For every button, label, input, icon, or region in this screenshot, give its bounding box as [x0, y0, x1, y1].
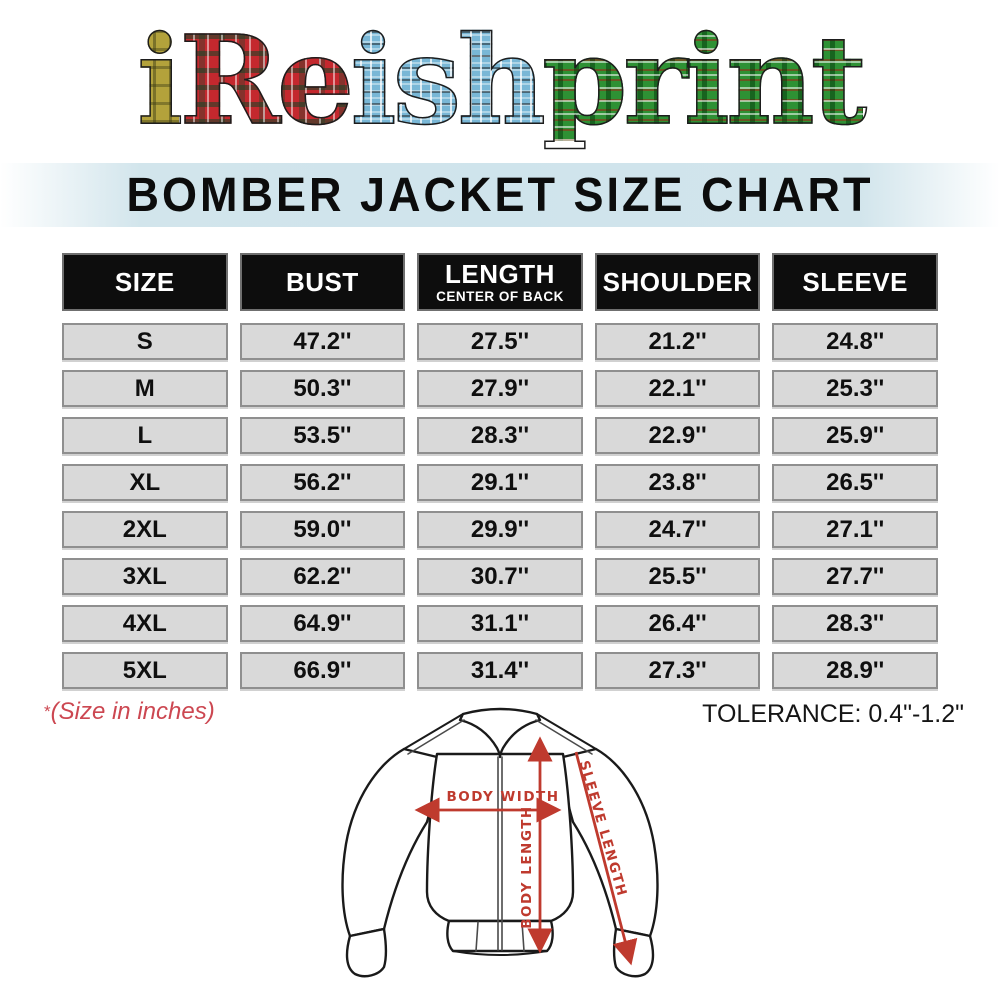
value-cell: 50.3''	[239, 370, 406, 407]
collar	[458, 707, 542, 759]
size-cell: 4XL	[62, 605, 228, 642]
table-header-row: SIZE BUST LENGTH CENTER OF BACK SHOULDER…	[62, 253, 938, 311]
table-row: XL 56.2'' 29.1'' 23.8'' 26.5''	[62, 464, 938, 501]
left-shoulder-seam	[403, 713, 464, 750]
value-cell: 31.1''	[417, 605, 583, 642]
size-cell: S	[62, 323, 228, 360]
title-band: BOMBER JACKET SIZE CHART	[0, 163, 1000, 227]
value-cell: 27.3''	[594, 652, 761, 689]
table-row: 4XL 64.9'' 31.1'' 26.4'' 28.3''	[62, 605, 938, 642]
value-cell: 27.1''	[772, 511, 938, 548]
table-row: 5XL 66.9'' 31.4'' 27.3'' 28.9''	[62, 652, 938, 689]
value-cell: 22.1''	[594, 370, 761, 407]
size-cell: M	[62, 370, 228, 407]
header-size: SIZE	[62, 253, 228, 311]
value-cell: 25.9''	[772, 417, 938, 454]
body-length-label: BODY LENGTH	[519, 805, 535, 928]
right-cuff	[612, 927, 655, 978]
value-cell: 66.9''	[239, 652, 406, 689]
header-sleeve: SLEEVE	[772, 253, 938, 311]
sleeve-length-arrow	[574, 751, 638, 966]
value-cell: 27.7''	[772, 558, 938, 595]
size-cell: 2XL	[62, 511, 228, 548]
value-cell: 24.7''	[594, 511, 761, 548]
size-cell: 5XL	[62, 652, 228, 689]
right-shoulder-seam-inner	[535, 719, 593, 755]
left-sleeve	[341, 747, 440, 938]
jacket-measurement-diagram: BODY WIDTH BODY LENGTH SLEEVE LENGTH	[300, 702, 700, 1000]
value-cell: 28.3''	[772, 605, 938, 642]
value-cell: 21.2''	[594, 323, 761, 360]
size-note-text: (Size in inches)	[50, 698, 215, 725]
value-cell: 28.9''	[772, 652, 938, 689]
value-cell: 25.3''	[772, 370, 938, 407]
waistband-rib	[475, 921, 479, 952]
tolerance-note: TOLERANCE: 0.4"-1.2"	[702, 700, 964, 728]
size-cell: L	[62, 417, 228, 454]
page-title: BOMBER JACKET SIZE CHART	[126, 166, 874, 222]
value-cell: 53.5''	[239, 417, 406, 454]
size-cell: XL	[62, 464, 228, 501]
value-cell: 26.4''	[594, 605, 761, 642]
logo-segment-red: Re	[179, 8, 356, 152]
value-cell: 24.8''	[772, 323, 938, 360]
body-width-label: BODY WIDTH	[446, 789, 559, 805]
header-shoulder: SHOULDER	[594, 253, 761, 311]
value-cell: 56.2''	[239, 464, 406, 501]
size-cell: 3XL	[62, 558, 228, 595]
waistband	[446, 919, 554, 953]
waistband-rib	[521, 921, 525, 952]
asterisk: *	[44, 702, 51, 721]
value-cell: 64.9''	[239, 605, 406, 642]
value-cell: 27.5''	[417, 323, 583, 360]
table-row: L 53.5'' 28.3'' 22.9'' 25.9''	[62, 417, 938, 454]
value-cell: 31.4''	[417, 652, 583, 689]
table-row: S 47.2'' 27.5'' 21.2'' 24.8''	[62, 323, 938, 360]
value-cell: 27.9''	[417, 370, 583, 407]
value-cell: 23.8''	[594, 464, 761, 501]
header-bust: BUST	[239, 253, 406, 311]
header-length: LENGTH CENTER OF BACK	[417, 253, 583, 311]
logo-segment-gold: i	[136, 8, 184, 152]
size-chart-table: SIZE BUST LENGTH CENTER OF BACK SHOULDER…	[62, 253, 938, 699]
value-cell: 26.5''	[772, 464, 938, 501]
value-cell: 25.5''	[594, 558, 761, 595]
left-cuff	[345, 927, 388, 978]
value-cell: 30.7''	[417, 558, 583, 595]
brand-logo: i Re ish print	[0, 0, 1000, 160]
bomber-jacket-illustration: BODY WIDTH BODY LENGTH SLEEVE LENGTH	[341, 707, 659, 978]
right-shoulder-seam	[536, 713, 597, 750]
table-row: M 50.3'' 27.9'' 22.1'' 25.3''	[62, 370, 938, 407]
value-cell: 59.0''	[239, 511, 406, 548]
value-cell: 22.9''	[594, 417, 761, 454]
left-shoulder-seam-inner	[407, 719, 465, 755]
value-cell: 28.3''	[417, 417, 583, 454]
size-unit-note: *(Size in inches)	[44, 698, 215, 726]
value-cell: 47.2''	[239, 323, 406, 360]
table-row: 3XL 62.2'' 30.7'' 25.5'' 27.7''	[62, 558, 938, 595]
table-row: 2XL 59.0'' 29.9'' 24.7'' 27.1''	[62, 511, 938, 548]
value-cell: 29.1''	[417, 464, 583, 501]
jacket-body	[425, 752, 575, 923]
logo-segment-blue: ish	[350, 8, 547, 152]
value-cell: 62.2''	[239, 558, 406, 595]
logo-segment-green: print	[541, 8, 867, 152]
value-cell: 29.9''	[417, 511, 583, 548]
